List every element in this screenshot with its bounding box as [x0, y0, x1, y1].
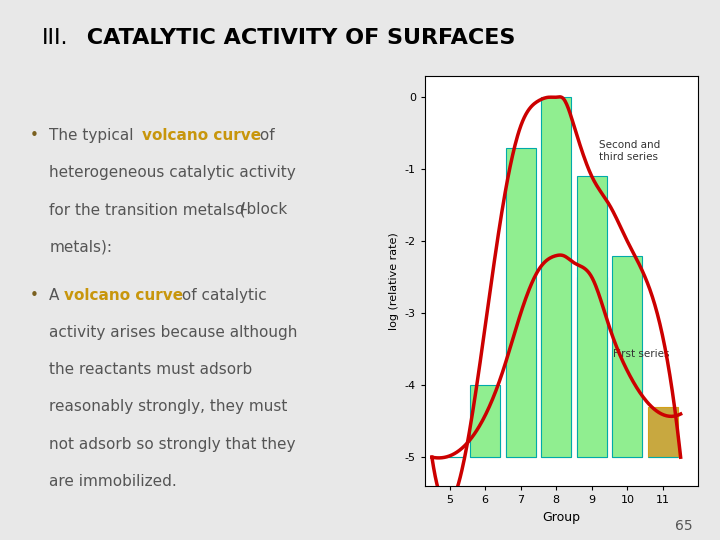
Text: A: A	[49, 288, 65, 303]
Text: reasonably strongly, they must: reasonably strongly, they must	[49, 400, 288, 415]
Bar	[505, 349, 536, 457]
Text: The typical: The typical	[49, 128, 139, 143]
Text: of catalytic: of catalytic	[177, 288, 267, 303]
Text: First series: First series	[613, 349, 670, 359]
Bar	[648, 407, 678, 457]
Text: metals):: metals):	[49, 240, 112, 255]
Bar	[541, 97, 572, 457]
Bar	[612, 255, 642, 457]
Text: of: of	[255, 128, 275, 143]
Text: Second and
third series: Second and third series	[599, 140, 660, 162]
Text: III.: III.	[42, 28, 68, 48]
Text: the reactants must adsorb: the reactants must adsorb	[49, 362, 253, 377]
Bar	[470, 385, 500, 457]
Text: activity arises because although: activity arises because although	[49, 325, 297, 340]
Text: d: d	[235, 202, 244, 218]
Text: -block: -block	[241, 202, 287, 218]
Bar	[541, 263, 572, 457]
Text: •: •	[30, 288, 38, 303]
Bar	[577, 277, 607, 457]
Bar	[612, 356, 642, 457]
Text: 65: 65	[675, 519, 693, 534]
Text: volcano curve: volcano curve	[143, 128, 261, 143]
Text: are immobilized.: are immobilized.	[49, 474, 177, 489]
Text: heterogeneous catalytic activity: heterogeneous catalytic activity	[49, 165, 296, 180]
Bar	[505, 147, 536, 457]
Bar	[577, 177, 607, 457]
Text: CATALYTIC ACTIVITY OF SURFACES: CATALYTIC ACTIVITY OF SURFACES	[79, 28, 516, 48]
Text: •: •	[30, 128, 38, 143]
Text: for the transition metals (: for the transition metals (	[49, 202, 246, 218]
Y-axis label: log (relative rate): log (relative rate)	[389, 232, 399, 330]
Text: not adsorb so strongly that they: not adsorb so strongly that they	[49, 437, 296, 451]
X-axis label: Group: Group	[543, 511, 580, 524]
Bar	[470, 421, 500, 457]
Text: volcano curve: volcano curve	[64, 288, 184, 303]
